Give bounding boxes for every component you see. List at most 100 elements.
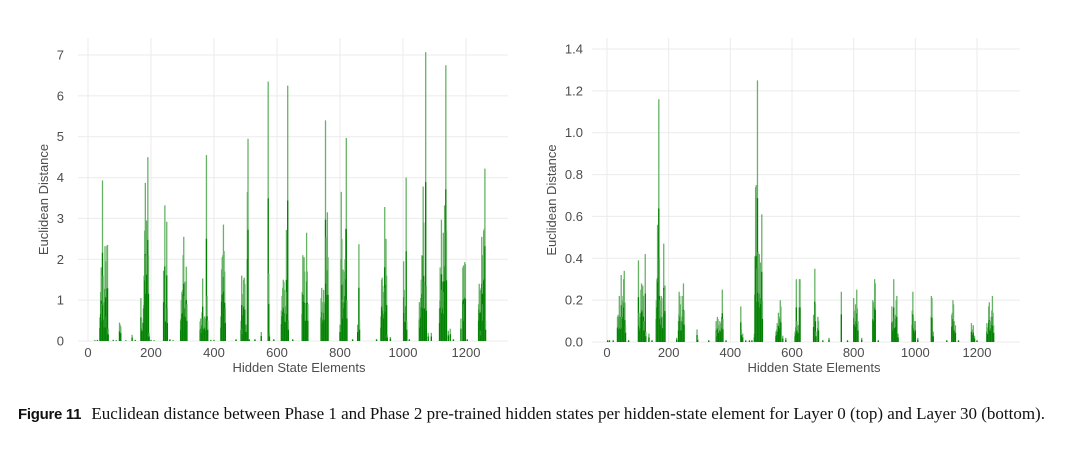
bar-core (445, 280, 448, 341)
bar-core (244, 309, 246, 341)
bar-core (799, 307, 801, 342)
bar-core (351, 339, 354, 341)
bar-core (877, 340, 879, 342)
x-axis-label: Hidden State Elements (748, 360, 881, 375)
bar-core (874, 309, 876, 342)
y-tick-label: 0.2 (565, 293, 583, 308)
bar-core (141, 330, 143, 341)
bar-core (207, 329, 209, 341)
bar-core (914, 330, 916, 342)
bar-core (267, 198, 269, 341)
bar-core (796, 330, 798, 342)
bar-core (284, 321, 286, 341)
x-tick-label: 0 (84, 345, 91, 360)
y-tick-label: 3 (57, 211, 64, 226)
bar-core (917, 339, 919, 342)
bar-core (697, 339, 699, 342)
x-tick-label: 1200 (963, 345, 992, 360)
bar-core (245, 332, 247, 341)
bar-core (957, 340, 960, 342)
bar-core (817, 330, 820, 342)
bar-core (292, 339, 294, 341)
bar-core (717, 332, 720, 342)
bar-core (205, 238, 208, 341)
bar-core (210, 340, 212, 341)
bar-core (891, 322, 893, 342)
bar-core (857, 330, 859, 342)
bar-core (385, 305, 388, 341)
bar-core (897, 337, 899, 342)
bar-core (106, 288, 109, 341)
x-tick-label: 200 (658, 345, 680, 360)
bar-core (345, 229, 347, 341)
bar-core (643, 330, 645, 342)
bar-core (664, 310, 666, 342)
bar-core (644, 293, 646, 342)
y-tick-label: 1 (57, 293, 64, 308)
bar-core (134, 340, 136, 341)
x-tick-label: 800 (329, 345, 351, 360)
bar-core (235, 339, 237, 341)
x-tick-label: 1000 (901, 345, 930, 360)
bar-core (725, 340, 727, 342)
figure-caption-text: Euclidean distance between Phase 1 and P… (91, 404, 1045, 423)
y-axis-label: Euclidean Distance (36, 144, 51, 255)
bar-core (254, 339, 256, 341)
bar-core (840, 314, 842, 342)
bar-core (273, 339, 275, 341)
bar-core (484, 246, 486, 341)
y-tick-label: 5 (57, 129, 64, 144)
x-tick-label: 0 (603, 345, 610, 360)
bar-core (484, 329, 487, 341)
bar-core (989, 330, 991, 342)
bar-core (651, 340, 653, 342)
bar-core (430, 336, 432, 341)
bar-core (452, 339, 455, 341)
bar-core (612, 340, 614, 342)
bar-core (972, 332, 974, 342)
y-tick-label: 7 (57, 48, 64, 63)
bar-core (260, 336, 262, 341)
y-axis-label: Euclidean Distance (544, 144, 559, 255)
bar-core (466, 339, 468, 341)
bar-core (162, 302, 165, 341)
bar-core (846, 340, 849, 342)
bar-core (358, 287, 360, 341)
bar-core (389, 338, 392, 341)
bar-core (247, 229, 249, 341)
bar-core (479, 312, 481, 341)
chart-layer-30: 0.0 0.2 0.4 0.6 0.8 1.0 1.2 1.4 0 200 400 600 800 100… (544, 38, 1020, 375)
bar-core (107, 334, 109, 341)
bar-core (797, 332, 799, 342)
bar-core (150, 340, 152, 341)
y-tick-label: 1.0 (565, 125, 583, 140)
y-tick-label: 0.8 (565, 167, 583, 182)
bar-core (780, 322, 782, 342)
bar-core (166, 275, 168, 341)
bar-core (931, 317, 933, 342)
bar-core (976, 340, 978, 342)
bar-core (785, 339, 787, 342)
bar-core (164, 266, 166, 341)
bar-core (683, 324, 685, 342)
bar-core (304, 320, 306, 341)
bar-core (608, 340, 611, 342)
bar-core (954, 332, 957, 342)
bar-core (761, 318, 764, 342)
bar-core (606, 340, 609, 342)
y-tick-label: 1.4 (565, 42, 583, 57)
bar-core (993, 332, 995, 342)
bar-core (147, 293, 150, 341)
figure-label: Figure 11 (18, 406, 82, 423)
x-tick-label: 200 (140, 345, 162, 360)
bar-core (648, 337, 650, 342)
y-tick-label: 0.4 (565, 251, 583, 266)
bar-core (131, 337, 133, 341)
bar-core (973, 338, 976, 342)
bar-core (893, 328, 896, 342)
bar-core (96, 340, 99, 341)
y-tick-label: 2 (57, 252, 64, 267)
bar-core (742, 337, 744, 342)
bar-core (120, 333, 122, 341)
y-tick-label: 0 (57, 334, 64, 349)
